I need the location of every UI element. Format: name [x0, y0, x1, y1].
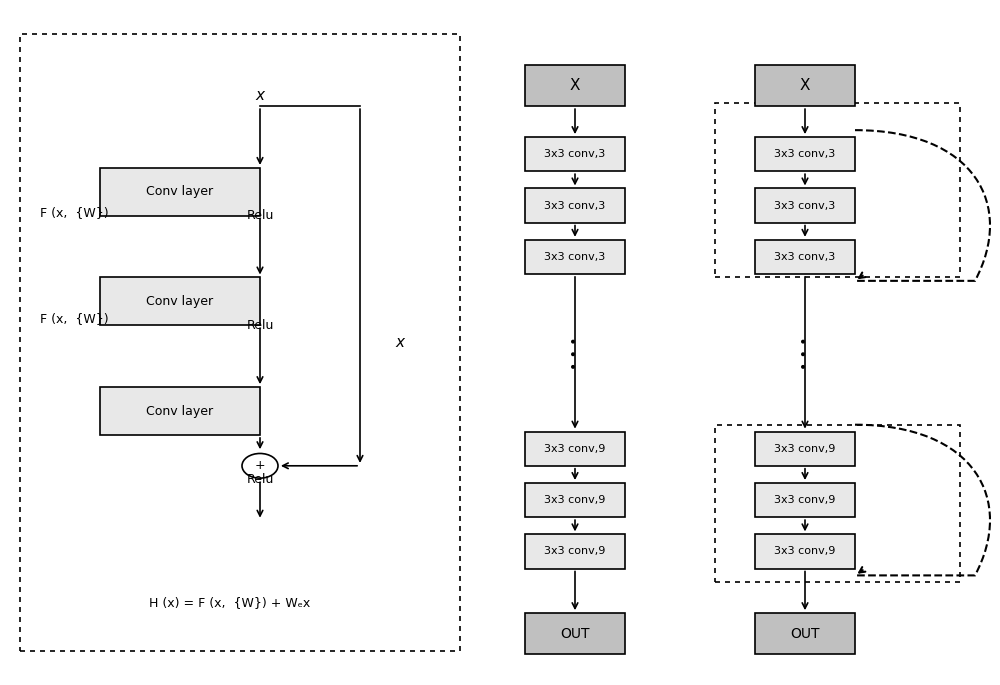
Text: 3x3 conv,9: 3x3 conv,9 — [774, 444, 836, 453]
FancyBboxPatch shape — [525, 188, 625, 223]
Bar — [715, 103, 960, 277]
FancyBboxPatch shape — [755, 534, 855, 569]
Bar — [20, 34, 460, 651]
FancyBboxPatch shape — [525, 613, 625, 654]
Text: 3x3 conv,3: 3x3 conv,3 — [544, 201, 606, 210]
FancyBboxPatch shape — [755, 613, 855, 654]
Text: F (x,  {W}): F (x, {W}) — [40, 206, 109, 219]
FancyBboxPatch shape — [100, 277, 260, 325]
Text: OUT: OUT — [790, 627, 820, 640]
Text: 3x3 conv,3: 3x3 conv,3 — [774, 201, 836, 210]
FancyBboxPatch shape — [525, 65, 625, 106]
Text: Relu: Relu — [246, 473, 274, 486]
Text: Conv layer: Conv layer — [146, 405, 214, 417]
Bar — [715, 425, 960, 582]
Text: 3x3 conv,3: 3x3 conv,3 — [774, 252, 836, 262]
Text: x: x — [256, 88, 264, 103]
FancyBboxPatch shape — [755, 432, 855, 466]
FancyBboxPatch shape — [525, 137, 625, 171]
Text: • • •: • • • — [798, 336, 812, 369]
FancyBboxPatch shape — [755, 65, 855, 106]
Text: Conv layer: Conv layer — [146, 295, 214, 308]
Text: X: X — [800, 78, 810, 93]
FancyBboxPatch shape — [755, 188, 855, 223]
Text: 3x3 conv,9: 3x3 conv,9 — [544, 444, 606, 453]
Text: x: x — [396, 335, 404, 350]
FancyBboxPatch shape — [755, 137, 855, 171]
Text: 3x3 conv,9: 3x3 conv,9 — [544, 547, 606, 556]
Text: 3x3 conv,9: 3x3 conv,9 — [774, 495, 836, 505]
Text: 3x3 conv,3: 3x3 conv,3 — [544, 149, 606, 159]
FancyBboxPatch shape — [525, 483, 625, 517]
FancyBboxPatch shape — [755, 483, 855, 517]
Text: 3x3 conv,3: 3x3 conv,3 — [774, 149, 836, 159]
Text: Conv layer: Conv layer — [146, 186, 214, 198]
FancyBboxPatch shape — [525, 240, 625, 274]
Text: • • •: • • • — [568, 336, 582, 369]
Text: F (x,  {W}): F (x, {W}) — [40, 312, 109, 325]
Text: 3x3 conv,9: 3x3 conv,9 — [544, 495, 606, 505]
Text: Relu: Relu — [246, 210, 274, 222]
Text: 3x3 conv,3: 3x3 conv,3 — [544, 252, 606, 262]
Text: 3x3 conv,9: 3x3 conv,9 — [774, 547, 836, 556]
FancyBboxPatch shape — [525, 432, 625, 466]
Text: H (x) = F (x,  {W}) + Wₑx: H (x) = F (x, {W}) + Wₑx — [149, 597, 311, 609]
FancyBboxPatch shape — [755, 240, 855, 274]
FancyBboxPatch shape — [100, 168, 260, 216]
Text: OUT: OUT — [560, 627, 590, 640]
Text: Relu: Relu — [246, 319, 274, 332]
FancyBboxPatch shape — [100, 387, 260, 435]
Text: +: + — [255, 460, 265, 472]
Text: X: X — [570, 78, 580, 93]
FancyBboxPatch shape — [525, 534, 625, 569]
